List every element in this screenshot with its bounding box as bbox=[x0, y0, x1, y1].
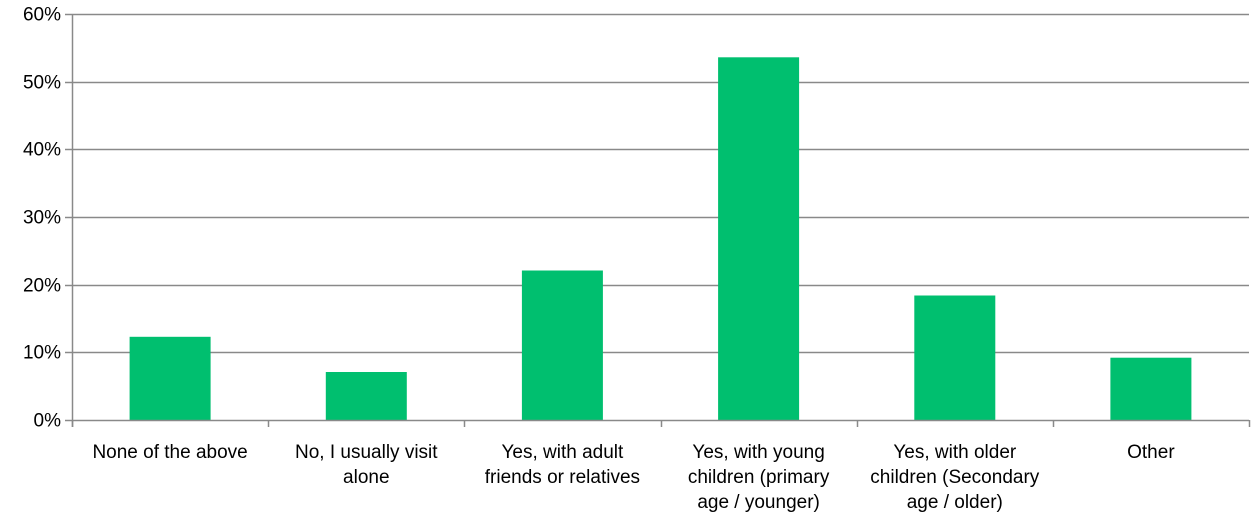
x-category-label: Yes, with older children (Secondary age / … bbox=[870, 442, 1039, 513]
x-category-label-line: children (primary bbox=[688, 467, 830, 488]
x-category-label: Yes, with adult friends or relatives bbox=[485, 442, 640, 488]
x-axis-category-labels: None of the above No, I usually visit alon… bbox=[92, 442, 1175, 513]
axes bbox=[65, 13, 1251, 427]
y-tick-label: 10% bbox=[23, 343, 61, 364]
x-category-label-line: children (Secondary bbox=[870, 467, 1039, 488]
x-category-label-line: Other bbox=[1127, 442, 1175, 463]
y-tick-label: 30% bbox=[23, 208, 61, 229]
y-axis-tick-labels: 0% 10% 20% 30% 40% 50% 60% bbox=[23, 5, 61, 432]
y-tick-label: 40% bbox=[23, 140, 61, 161]
x-category-label: No, I usually visit alone bbox=[295, 442, 438, 488]
x-category-label-line: No, I usually visit bbox=[295, 442, 438, 463]
bar bbox=[521, 270, 603, 420]
bar bbox=[129, 336, 211, 420]
x-category-label-line: Yes, with adult bbox=[501, 442, 624, 463]
y-tick-label: 60% bbox=[23, 5, 61, 26]
x-category-label: None of the above bbox=[92, 442, 247, 463]
x-category-label-line: alone bbox=[343, 467, 390, 488]
x-category-label-line: None of the above bbox=[92, 442, 247, 463]
gridlines bbox=[72, 13, 1249, 354]
y-tick-label: 50% bbox=[23, 73, 61, 94]
x-category-label-line: friends or relatives bbox=[485, 467, 640, 488]
y-tick-label: 20% bbox=[23, 276, 61, 297]
x-category-label-line: Yes, with older bbox=[893, 442, 1017, 463]
x-category-label-line: Yes, with young bbox=[692, 442, 824, 463]
bar bbox=[1110, 357, 1192, 420]
x-category-label-line: age / younger) bbox=[697, 492, 820, 513]
bar bbox=[325, 372, 407, 420]
y-tick-label: 0% bbox=[34, 411, 62, 432]
bars bbox=[129, 57, 1192, 421]
bar bbox=[914, 295, 996, 420]
bar bbox=[718, 57, 800, 421]
x-category-label-line: age / older) bbox=[907, 492, 1003, 513]
x-category-label: Yes, with young children (primary age / yo… bbox=[688, 442, 830, 513]
x-category-label: Other bbox=[1127, 442, 1175, 463]
